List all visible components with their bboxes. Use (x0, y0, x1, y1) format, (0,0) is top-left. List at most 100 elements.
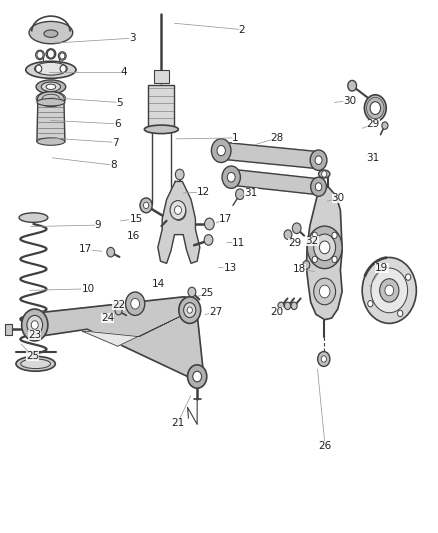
Circle shape (172, 203, 186, 220)
Circle shape (37, 51, 43, 59)
Text: 29: 29 (367, 119, 380, 129)
Circle shape (315, 156, 322, 165)
Text: 30: 30 (332, 193, 345, 204)
Circle shape (175, 169, 184, 180)
Circle shape (144, 202, 149, 208)
Circle shape (319, 241, 330, 254)
Text: 12: 12 (197, 187, 210, 197)
Circle shape (332, 232, 337, 239)
Circle shape (364, 95, 386, 122)
Text: 21: 21 (171, 418, 184, 429)
Ellipse shape (35, 62, 67, 75)
Circle shape (205, 218, 214, 230)
Bar (153, 70, 169, 83)
Circle shape (312, 256, 318, 263)
Circle shape (236, 189, 244, 199)
Circle shape (382, 122, 388, 130)
Circle shape (310, 150, 327, 171)
Circle shape (27, 316, 42, 335)
Circle shape (368, 301, 373, 307)
Circle shape (380, 279, 399, 302)
Text: 23: 23 (28, 329, 41, 340)
Ellipse shape (35, 50, 44, 60)
Circle shape (227, 172, 235, 182)
Bar (5, 324, 12, 335)
Ellipse shape (41, 82, 60, 92)
Circle shape (291, 302, 297, 310)
Text: 24: 24 (101, 312, 114, 322)
Circle shape (187, 307, 192, 313)
Circle shape (292, 223, 301, 233)
Ellipse shape (37, 138, 65, 146)
Circle shape (222, 166, 240, 188)
Polygon shape (148, 85, 174, 130)
Circle shape (371, 268, 408, 313)
Circle shape (217, 146, 226, 156)
Circle shape (332, 256, 337, 263)
Circle shape (60, 53, 65, 59)
Polygon shape (83, 313, 187, 346)
Text: 14: 14 (151, 279, 165, 288)
Circle shape (362, 257, 417, 324)
Text: 27: 27 (209, 306, 223, 317)
Text: 16: 16 (127, 231, 140, 241)
Circle shape (285, 302, 290, 310)
Text: 7: 7 (112, 138, 119, 148)
Ellipse shape (145, 125, 178, 134)
Ellipse shape (46, 49, 56, 59)
Circle shape (47, 50, 54, 58)
Ellipse shape (26, 61, 76, 78)
Polygon shape (221, 142, 319, 168)
Circle shape (312, 232, 318, 239)
Text: 31: 31 (367, 152, 380, 163)
Ellipse shape (37, 92, 64, 107)
Ellipse shape (21, 359, 50, 368)
Text: 18: 18 (292, 264, 306, 274)
Text: 3: 3 (130, 33, 136, 43)
Circle shape (212, 139, 231, 163)
Circle shape (303, 261, 310, 269)
Circle shape (376, 264, 381, 271)
Text: 17: 17 (78, 245, 92, 254)
Text: 2: 2 (239, 25, 245, 35)
Text: 20: 20 (271, 306, 284, 317)
Text: 32: 32 (305, 236, 319, 246)
Polygon shape (34, 297, 205, 383)
Text: 10: 10 (81, 284, 95, 294)
Circle shape (179, 297, 201, 324)
Ellipse shape (44, 30, 58, 37)
Text: 29: 29 (288, 238, 301, 247)
Circle shape (315, 183, 322, 191)
Circle shape (35, 65, 42, 72)
Circle shape (107, 247, 115, 257)
Circle shape (398, 310, 403, 317)
Polygon shape (231, 169, 319, 195)
Text: 6: 6 (114, 119, 121, 129)
Ellipse shape (46, 84, 56, 90)
Circle shape (31, 321, 38, 329)
Circle shape (115, 306, 122, 315)
Text: 17: 17 (219, 214, 232, 224)
Circle shape (188, 287, 196, 297)
Text: 11: 11 (232, 238, 245, 247)
Text: 25: 25 (201, 288, 214, 298)
Circle shape (385, 285, 394, 296)
Ellipse shape (29, 21, 73, 44)
Circle shape (307, 226, 342, 269)
Ellipse shape (36, 80, 66, 94)
Circle shape (319, 285, 330, 298)
Text: 5: 5 (117, 98, 123, 108)
Ellipse shape (58, 52, 66, 60)
Text: 26: 26 (318, 441, 332, 451)
Text: 4: 4 (121, 68, 127, 77)
Text: 15: 15 (130, 214, 143, 224)
Circle shape (187, 365, 207, 388)
Text: 28: 28 (271, 133, 284, 143)
Circle shape (170, 200, 186, 220)
Text: 9: 9 (95, 220, 101, 230)
Circle shape (174, 206, 181, 214)
Circle shape (314, 234, 336, 261)
Circle shape (140, 198, 152, 213)
Circle shape (131, 298, 140, 309)
Text: 19: 19 (375, 263, 389, 272)
